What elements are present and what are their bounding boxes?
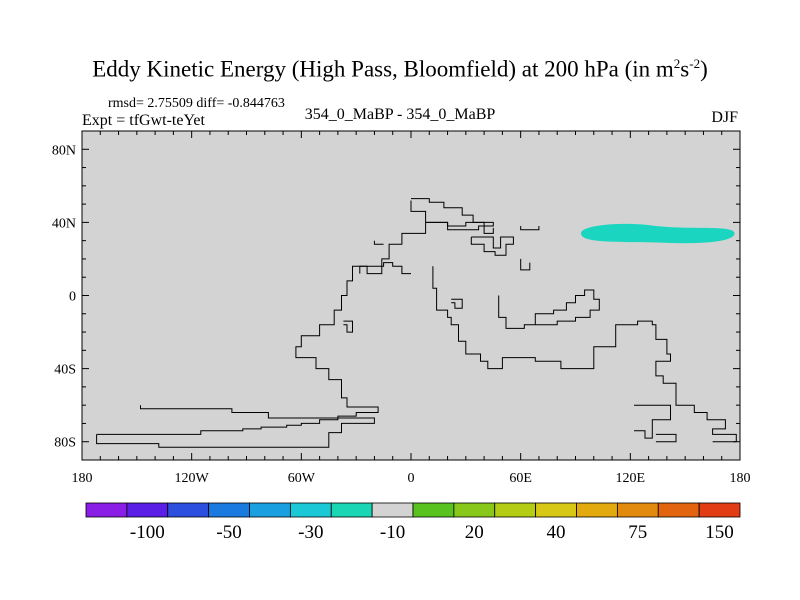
colorbar-swatch bbox=[412, 502, 455, 518]
colorbar-label: -10 bbox=[380, 522, 405, 543]
y-tick-label: 80S bbox=[54, 436, 76, 451]
colorbar-swatch bbox=[576, 502, 618, 518]
colorbar-swatch bbox=[453, 502, 496, 518]
plot-area bbox=[82, 131, 740, 460]
coastline bbox=[634, 404, 671, 439]
colorbar-swatch bbox=[208, 502, 250, 518]
colorbar-label: 150 bbox=[705, 522, 734, 543]
coastline bbox=[343, 320, 353, 333]
y-tick-label: 80N bbox=[52, 143, 76, 158]
colorbar-swatch bbox=[249, 502, 291, 518]
colorbar-label: -50 bbox=[216, 522, 241, 543]
colorbar-label: 40 bbox=[547, 522, 566, 543]
y-tick-label: 40S bbox=[54, 363, 76, 378]
x-tick-label: 120E bbox=[616, 471, 646, 486]
x-tick-label: 120W bbox=[175, 471, 210, 486]
colorbar-swatch bbox=[289, 502, 332, 518]
colorbar-swatch bbox=[371, 502, 414, 518]
chart-title: Eddy Kinetic Energy (High Pass, Bloomfie… bbox=[92, 56, 708, 82]
colorbar-swatch bbox=[657, 502, 700, 518]
coastline bbox=[410, 198, 494, 231]
colorbar-label: 75 bbox=[628, 522, 647, 543]
x-tick-label: 0 bbox=[408, 471, 415, 486]
y-tick-label: 40N bbox=[52, 216, 76, 231]
x-tick-label: 180 bbox=[730, 471, 751, 486]
coastline bbox=[451, 298, 463, 309]
coastline bbox=[498, 289, 600, 329]
coastline bbox=[470, 236, 514, 256]
experiment-label: Expt = tfGwt-teYet bbox=[82, 112, 205, 129]
coastline bbox=[655, 433, 677, 443]
case-label: 354_0_MaBP - 354_0_MaBP bbox=[304, 106, 496, 123]
colorbar-swatch bbox=[330, 502, 373, 518]
coastline bbox=[432, 266, 737, 442]
colorbar-swatch bbox=[85, 502, 128, 518]
colorbar-swatch bbox=[126, 502, 169, 518]
x-tick-label: 60E bbox=[509, 471, 532, 486]
colorbar-label: 20 bbox=[465, 522, 484, 543]
colorbar-label: -30 bbox=[298, 522, 323, 543]
coastline bbox=[96, 221, 494, 435]
colorbar-swatch bbox=[616, 502, 659, 518]
stats-label: rmsd= 2.75509 diff= -0.844763 bbox=[108, 96, 285, 111]
coastline bbox=[373, 240, 384, 245]
coastline bbox=[520, 226, 540, 231]
colorbar-label: -100 bbox=[130, 522, 165, 543]
x-tick-label: 180 bbox=[72, 471, 93, 486]
colorbar-swatch bbox=[494, 502, 537, 518]
x-tick-label: 60W bbox=[288, 471, 316, 486]
coastline bbox=[359, 262, 411, 275]
coastline bbox=[520, 258, 531, 271]
colorbar-swatch bbox=[698, 502, 741, 518]
colorbar-swatch bbox=[535, 502, 577, 518]
y-tick-label: 0 bbox=[69, 290, 76, 305]
season-label: DJF bbox=[711, 109, 738, 126]
colorbar-swatch bbox=[167, 502, 210, 518]
coastline bbox=[96, 405, 375, 448]
anomaly-region bbox=[580, 223, 735, 244]
